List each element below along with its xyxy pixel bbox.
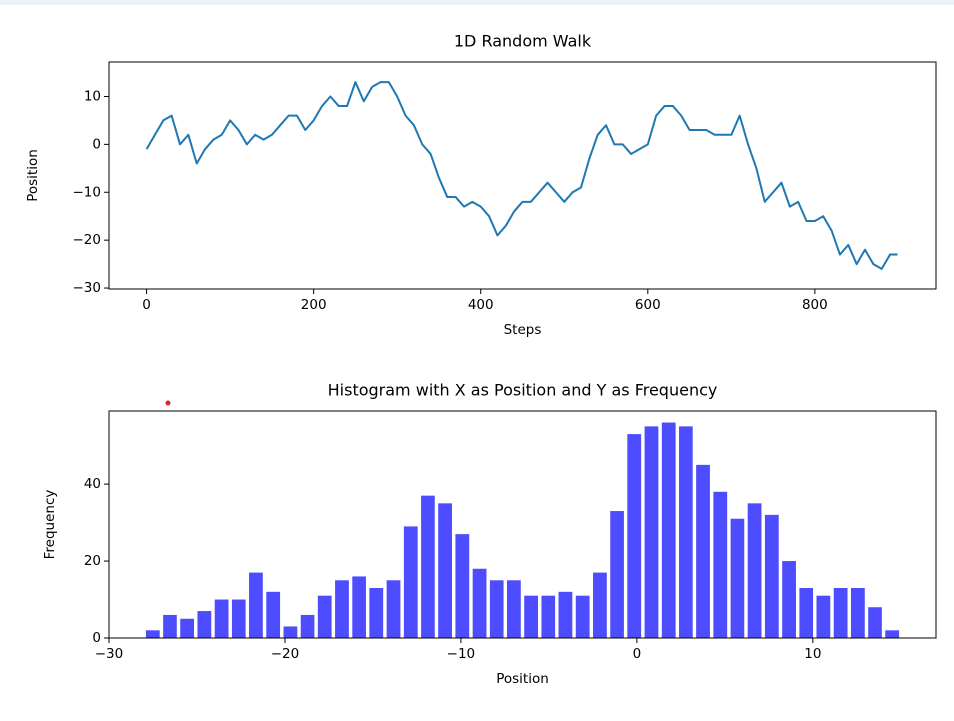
chart-title: 1D Random Walk	[454, 32, 592, 51]
bar	[180, 618, 195, 638]
bar	[249, 572, 263, 638]
bar	[283, 626, 298, 638]
bar	[369, 587, 384, 638]
x-tick-label: −30	[95, 646, 124, 662]
bar	[644, 426, 659, 638]
axes-frame	[108, 410, 937, 639]
bar	[627, 434, 642, 638]
bar	[782, 561, 796, 638]
bar	[455, 534, 470, 638]
bar	[197, 611, 212, 638]
bar	[489, 580, 504, 638]
bar	[868, 607, 882, 638]
bar	[317, 595, 332, 638]
x-tick-label: 10	[804, 646, 821, 662]
bar	[661, 422, 676, 638]
x-tick-label: 0	[142, 297, 151, 313]
bar	[593, 572, 607, 638]
bar	[438, 503, 452, 638]
bar	[300, 614, 315, 638]
bar	[885, 630, 900, 638]
y-tick-label: 0	[92, 136, 101, 152]
bar	[524, 595, 539, 638]
bar	[799, 587, 814, 638]
y-tick-label: 20	[84, 553, 101, 569]
bar	[231, 599, 246, 638]
y-axis-label: Position	[25, 149, 41, 202]
bar	[352, 576, 366, 638]
y-tick-label: −30	[73, 280, 102, 296]
x-tick-label: 600	[635, 297, 661, 313]
bar	[833, 587, 848, 638]
x-tick-label: −10	[447, 646, 476, 662]
bar	[679, 426, 693, 638]
bar	[335, 580, 349, 638]
y-axis-label: Frequency	[42, 490, 58, 560]
x-tick-label: 400	[468, 297, 494, 313]
walk-line	[145, 81, 898, 270]
bar	[575, 595, 590, 638]
bar	[696, 464, 710, 638]
bar	[558, 591, 573, 638]
bar	[850, 587, 865, 638]
bar	[764, 514, 779, 638]
bar	[747, 503, 762, 638]
bar	[421, 495, 435, 638]
bar	[610, 511, 624, 638]
y-tick-label: 40	[84, 476, 101, 492]
bar	[472, 568, 487, 638]
axes-frame	[108, 61, 937, 290]
x-tick-label: −20	[271, 646, 300, 662]
chart-title: Histogram with X as Position and Y as Fr…	[328, 381, 718, 400]
bar	[713, 491, 728, 638]
bar	[730, 518, 745, 638]
bar	[506, 580, 521, 638]
top-strip	[0, 0, 954, 5]
bar	[214, 599, 229, 638]
bar	[403, 526, 418, 638]
bar	[266, 591, 281, 638]
x-axis-label: Position	[496, 671, 549, 687]
y-tick-label: 10	[84, 88, 101, 104]
x-tick-label: 800	[802, 297, 828, 313]
y-tick-label: 0	[92, 630, 101, 646]
y-tick-label: −20	[73, 232, 102, 248]
x-tick-label: 0	[633, 646, 642, 662]
stray-dot	[165, 400, 171, 406]
x-tick-label: 200	[301, 297, 327, 313]
bar	[386, 580, 401, 638]
bar	[163, 614, 177, 638]
bar	[541, 595, 556, 638]
y-tick-label: −10	[73, 184, 102, 200]
bar	[145, 630, 160, 638]
bar	[816, 595, 831, 638]
x-axis-label: Steps	[504, 322, 542, 338]
